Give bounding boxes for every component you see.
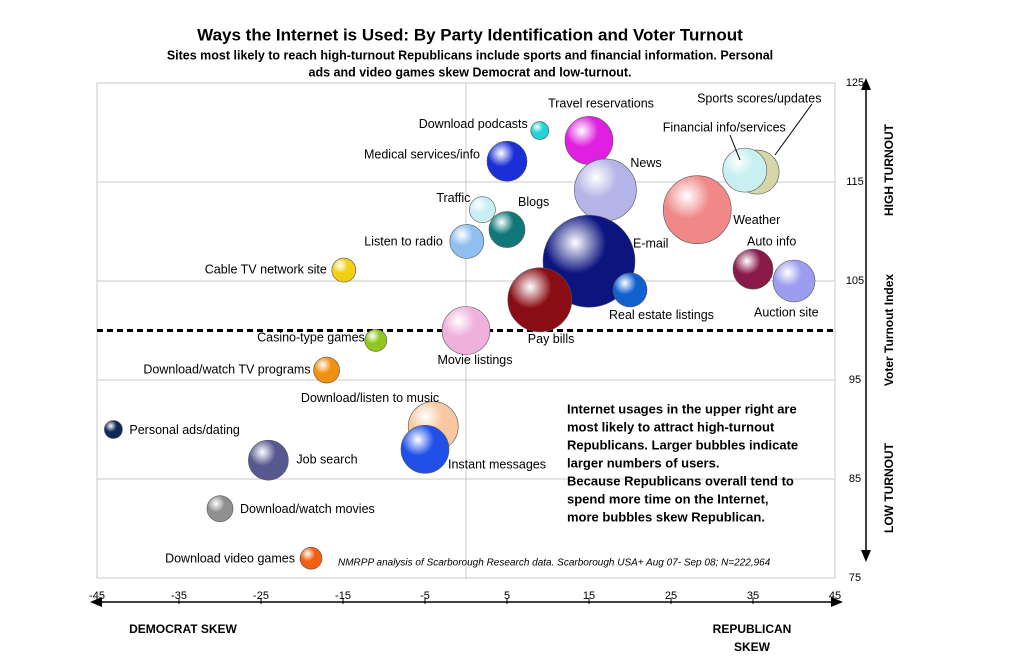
x-tick-label: -25 bbox=[253, 590, 269, 602]
y-arrow-head bbox=[861, 78, 871, 90]
x-tick-label: 25 bbox=[665, 590, 677, 602]
bubble bbox=[732, 248, 774, 290]
bubble-label: News bbox=[630, 156, 661, 170]
annotation: Internet usages in the upper right are bbox=[567, 401, 797, 416]
bubble-label: Auction site bbox=[754, 305, 819, 319]
y-tick-label: 95 bbox=[849, 374, 861, 386]
chart-subtitle: Sites most likely to reach high-turnout … bbox=[167, 48, 773, 62]
annotation: Republicans. Larger bubbles indicate bbox=[567, 437, 798, 452]
y-arrow-head bbox=[861, 550, 871, 562]
bubble bbox=[488, 211, 526, 248]
bubble bbox=[486, 140, 528, 182]
bubble-label: Download podcasts bbox=[419, 117, 528, 131]
bubble-label: Download/watch movies bbox=[240, 502, 375, 516]
x-left-label: DEMOCRAT SKEW bbox=[129, 622, 237, 636]
y-tick-label: 125 bbox=[846, 77, 864, 89]
bubble bbox=[313, 356, 340, 384]
bubble bbox=[507, 267, 573, 333]
bubble bbox=[574, 158, 637, 222]
chart-subtitle: ads and video games skew Democrat and lo… bbox=[309, 65, 632, 79]
bubble-label: Sports scores/updates bbox=[697, 91, 821, 105]
bubble bbox=[248, 439, 289, 481]
bubble-label: Financial info/services bbox=[663, 120, 786, 134]
bubble-label: Download/watch TV programs bbox=[143, 362, 310, 376]
bubble bbox=[364, 329, 388, 352]
bubble bbox=[400, 424, 450, 474]
x-arrow-head bbox=[90, 597, 102, 607]
annotation: Because Republicans overall tend to bbox=[567, 473, 794, 488]
bubble bbox=[662, 175, 732, 245]
annotation: most likely to attract high-turnout bbox=[567, 419, 775, 434]
y-tick-label: 75 bbox=[849, 572, 861, 584]
bubble bbox=[206, 495, 234, 523]
leader-line bbox=[774, 103, 813, 156]
annotation: larger numbers of users. bbox=[567, 455, 719, 470]
bubble-label: Cable TV network site bbox=[205, 262, 327, 276]
bubble-label: Download video games bbox=[165, 551, 295, 565]
bubble-label: Travel reservations bbox=[548, 97, 654, 111]
bubble bbox=[469, 196, 496, 224]
x-tick-label: 5 bbox=[504, 590, 510, 602]
y-axis-title: Voter Turnout Index bbox=[882, 274, 896, 387]
bubble bbox=[441, 306, 491, 355]
bubble bbox=[331, 257, 357, 283]
annotation: spend more time on the Internet, bbox=[567, 491, 769, 506]
leader-line bbox=[729, 134, 741, 161]
bubble-label: Weather bbox=[733, 213, 780, 227]
y-low-label: LOW TURNOUT bbox=[882, 442, 896, 533]
source-note: NMRPP analysis of Scarborough Research d… bbox=[338, 558, 771, 569]
bubble-label: Real estate listings bbox=[609, 308, 714, 322]
bubble-label: Pay bills bbox=[528, 332, 575, 346]
bubble bbox=[772, 259, 816, 303]
annotation: more bubbles skew Republican. bbox=[567, 509, 765, 524]
y-tick-label: 115 bbox=[846, 176, 864, 188]
bubble-label: Personal ads/dating bbox=[129, 423, 240, 437]
bubble bbox=[612, 272, 648, 308]
bubble-label: Traffic bbox=[436, 191, 470, 205]
x-tick-label: 15 bbox=[583, 590, 595, 602]
bubble-label: Download/listen to music bbox=[301, 391, 439, 405]
bubble-label: Movie listings bbox=[437, 353, 512, 367]
x-tick-label: -15 bbox=[335, 590, 351, 602]
y-high-label: HIGH TURNOUT bbox=[882, 123, 896, 216]
x-right-label: REPUBLICAN bbox=[713, 622, 792, 636]
x-right-label: SKEW bbox=[734, 640, 771, 654]
x-tick-label: -5 bbox=[420, 590, 430, 602]
bubble-label: Listen to radio bbox=[364, 235, 443, 249]
bubble-label: Job search bbox=[296, 452, 357, 466]
y-tick-label: 105 bbox=[846, 275, 864, 287]
chart-title: Ways the Internet is Used: By Party Iden… bbox=[197, 25, 743, 44]
bubble bbox=[449, 224, 485, 259]
bubble bbox=[104, 420, 123, 439]
bubble-label: Instant messages bbox=[448, 458, 546, 472]
bubble bbox=[530, 121, 550, 140]
bubble-label: Blogs bbox=[518, 195, 549, 209]
bubble bbox=[299, 546, 323, 570]
bubble bbox=[564, 116, 614, 165]
bubble-label: E-mail bbox=[633, 236, 668, 250]
bubble-label: Casino-type games bbox=[257, 331, 365, 345]
x-tick-label: -35 bbox=[171, 590, 187, 602]
x-tick-label: 35 bbox=[747, 590, 759, 602]
bubble-label: Auto info bbox=[747, 234, 796, 248]
y-tick-label: 85 bbox=[849, 473, 861, 485]
bubble bbox=[722, 147, 768, 193]
bubble-label: Medical services/info bbox=[364, 148, 480, 162]
x-arrow-head bbox=[831, 597, 843, 607]
